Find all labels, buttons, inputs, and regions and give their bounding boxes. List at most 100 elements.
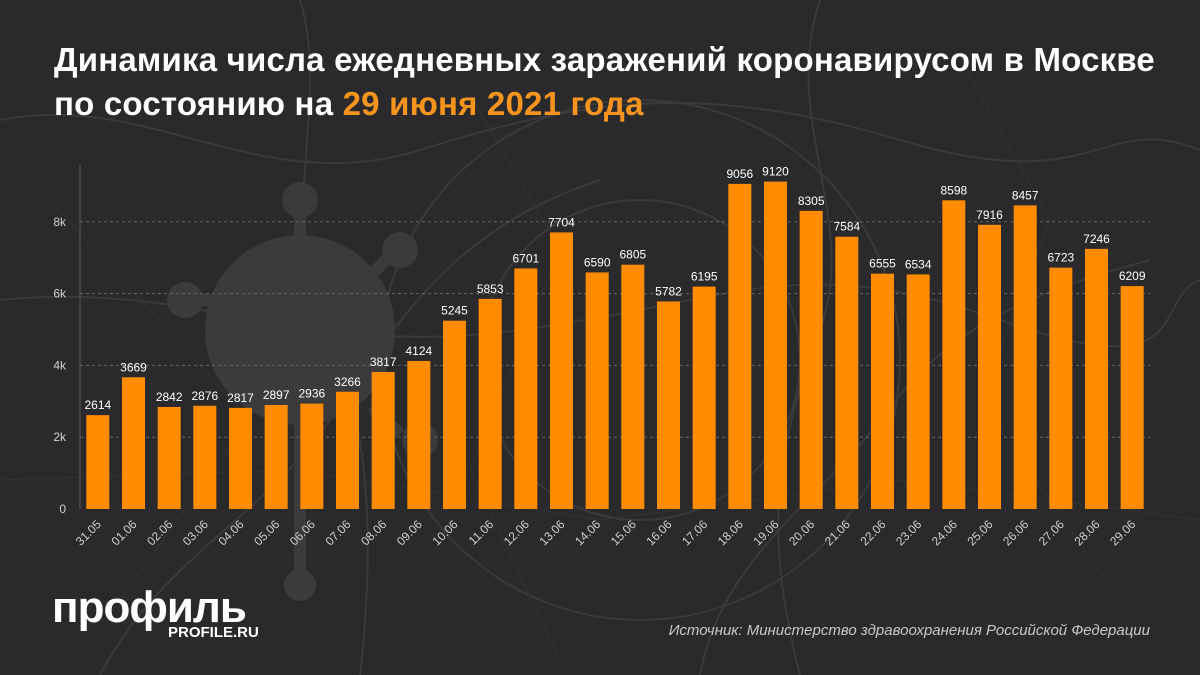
y-tick-label: 6k xyxy=(53,287,67,301)
y-tick-label: 0 xyxy=(59,502,66,516)
data-label: 3266 xyxy=(334,375,361,389)
x-tick-label: 15.06 xyxy=(608,517,639,548)
bar xyxy=(1120,286,1144,509)
bar xyxy=(1085,248,1108,510)
bar xyxy=(942,200,966,510)
bar xyxy=(336,391,359,509)
x-tick-label: 12.06 xyxy=(501,517,532,548)
data-label: 9056 xyxy=(726,167,753,181)
x-tick-label: 18.06 xyxy=(715,517,746,548)
data-label: 7916 xyxy=(976,208,1003,222)
y-tick-label: 4k xyxy=(53,358,67,372)
bar xyxy=(621,264,645,509)
data-label: 2817 xyxy=(227,391,254,405)
data-label: 6555 xyxy=(869,257,896,271)
bar xyxy=(157,406,181,509)
bar xyxy=(799,210,823,509)
data-label: 6805 xyxy=(619,248,646,262)
data-label: 8305 xyxy=(798,194,825,208)
data-label: 7704 xyxy=(548,215,575,229)
x-tick-label: 11.06 xyxy=(466,517,497,548)
x-tick-label: 21.06 xyxy=(822,517,853,548)
bar xyxy=(728,183,752,510)
x-tick-label: 31.05 xyxy=(73,517,104,548)
bar xyxy=(478,298,502,509)
data-label: 2897 xyxy=(263,388,290,402)
x-tick-label: 23.06 xyxy=(893,517,924,548)
data-label: 6209 xyxy=(1119,269,1146,283)
x-tick-label: 26.06 xyxy=(1000,517,1031,548)
bar xyxy=(1049,267,1073,509)
bar xyxy=(657,301,680,509)
data-label: 2936 xyxy=(298,387,325,401)
bar xyxy=(264,404,288,509)
data-label: 6723 xyxy=(1047,251,1074,265)
x-tick-label: 06.06 xyxy=(287,517,318,548)
x-tick-label: 13.06 xyxy=(536,517,567,548)
page-title: Динамика числа ежедневных заражений коро… xyxy=(54,38,1174,126)
data-label: 9120 xyxy=(762,165,789,179)
data-label: 6195 xyxy=(691,270,718,284)
x-tick-label: 04.06 xyxy=(215,517,246,548)
data-label: 2614 xyxy=(84,398,111,412)
x-tick-label: 24.06 xyxy=(929,517,960,548)
data-label: 5245 xyxy=(441,304,468,318)
bar xyxy=(514,268,538,509)
title-main: Динамика числа ежедневных заражений коро… xyxy=(54,41,1155,122)
bar xyxy=(193,405,217,509)
bar xyxy=(371,371,395,509)
x-tick-label: 14.06 xyxy=(572,517,603,548)
x-tick-label: 07.06 xyxy=(322,517,353,548)
data-label: 2876 xyxy=(191,389,218,403)
bar xyxy=(122,377,145,509)
x-tick-label: 08.06 xyxy=(358,517,389,548)
data-label: 7246 xyxy=(1083,232,1110,246)
bar xyxy=(86,415,110,509)
bar xyxy=(835,236,859,509)
x-tick-label: 27.06 xyxy=(1036,517,1067,548)
x-tick-label: 20.06 xyxy=(786,517,817,548)
data-label: 6701 xyxy=(512,251,539,265)
x-tick-label: 17.06 xyxy=(679,517,710,548)
bar xyxy=(407,360,431,509)
data-label: 3669 xyxy=(120,360,147,374)
bar xyxy=(585,272,609,509)
x-tick-label: 25.06 xyxy=(964,517,995,548)
bar xyxy=(978,224,1001,509)
bar xyxy=(1013,205,1037,509)
title-accent: 29 июня 2021 года xyxy=(342,85,644,122)
x-tick-label: 03.06 xyxy=(180,517,211,548)
bar xyxy=(443,320,466,509)
data-label: 4124 xyxy=(405,344,432,358)
bar xyxy=(300,403,324,509)
data-label: 8598 xyxy=(940,183,967,197)
x-tick-label: 01.06 xyxy=(108,517,139,548)
x-tick-label: 22.06 xyxy=(857,517,888,548)
x-tick-label: 16.06 xyxy=(643,517,674,548)
bar xyxy=(871,273,894,509)
x-tick-label: 02.06 xyxy=(144,517,175,548)
bar xyxy=(229,407,252,509)
data-label: 5853 xyxy=(477,282,504,296)
data-label: 5782 xyxy=(655,284,682,298)
bar xyxy=(692,286,716,509)
data-label: 3817 xyxy=(370,355,397,369)
x-tick-label: 19.06 xyxy=(750,517,781,548)
x-tick-label: 09.06 xyxy=(394,517,425,548)
x-tick-label: 28.06 xyxy=(1071,517,1102,548)
source-note: Источник: Министерство здравоохранения Р… xyxy=(668,622,1150,639)
data-label: 2842 xyxy=(156,390,183,404)
y-tick-label: 8k xyxy=(53,215,67,229)
data-label: 8457 xyxy=(1012,188,1039,202)
bar xyxy=(550,232,573,510)
bar xyxy=(906,274,930,509)
data-label: 7584 xyxy=(833,220,860,234)
data-label: 6590 xyxy=(584,255,611,269)
brand-site: PROFILE.RU xyxy=(168,624,259,641)
bar xyxy=(764,181,787,510)
x-tick-label: 29.06 xyxy=(1107,517,1138,548)
x-tick-label: 05.06 xyxy=(251,517,282,548)
x-tick-label: 10.06 xyxy=(429,517,460,548)
brand-logo: профиль xyxy=(52,583,247,632)
y-tick-label: 2k xyxy=(53,430,67,444)
